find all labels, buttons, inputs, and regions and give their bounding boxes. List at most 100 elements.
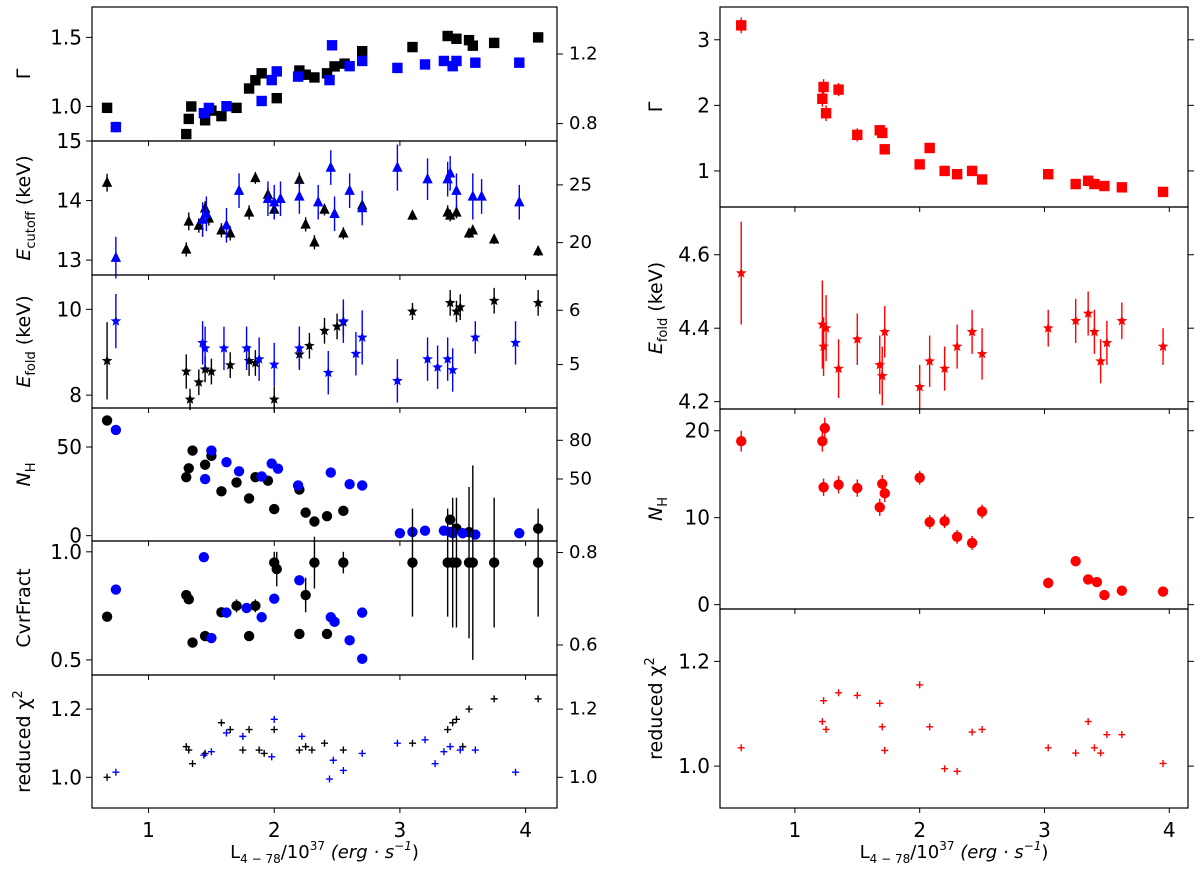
y-tick-label: 1.0	[50, 540, 82, 564]
data-point	[941, 765, 949, 773]
data-point	[344, 478, 355, 490]
data-point	[339, 766, 347, 774]
data-point	[876, 699, 884, 707]
x-axis-label: L4 − 78/1037 (erg · s−1)	[860, 839, 1049, 866]
data-point	[357, 201, 368, 213]
y-axis-label: NH	[645, 497, 671, 521]
data-point	[226, 726, 234, 734]
y-tick-label: 1.2	[50, 697, 82, 721]
data-point	[422, 353, 433, 364]
data-point	[394, 528, 406, 539]
data-point	[324, 74, 335, 86]
data-point	[951, 341, 963, 352]
data-point	[180, 365, 192, 377]
data-point	[185, 746, 193, 754]
data-point	[532, 32, 544, 43]
y2-tick-label: 5	[569, 354, 580, 375]
data-point	[444, 514, 456, 525]
data-point	[331, 320, 343, 331]
data-point	[1044, 744, 1052, 752]
data-point	[319, 203, 330, 214]
data-point	[1043, 577, 1054, 589]
data-point	[1084, 718, 1092, 726]
data-point	[101, 415, 113, 426]
data-point	[294, 575, 305, 586]
series-black	[101, 415, 544, 538]
data-point	[442, 353, 453, 364]
data-point	[392, 62, 403, 74]
data-point	[735, 267, 747, 278]
data-point	[446, 743, 454, 751]
data-point	[357, 653, 368, 665]
data-point	[321, 68, 333, 79]
y-tick-label: 4.2	[678, 390, 710, 414]
data-point	[239, 732, 247, 740]
data-point	[833, 84, 844, 95]
data-point	[431, 760, 439, 768]
data-point	[309, 72, 320, 83]
x-tick-label: 3	[1038, 818, 1051, 842]
series-red	[736, 17, 1169, 198]
data-point	[103, 773, 111, 781]
data-point	[820, 108, 832, 119]
y-tick-label: 4.6	[678, 243, 710, 267]
data-point	[877, 478, 888, 489]
data-point	[512, 768, 520, 776]
data-point	[344, 184, 355, 195]
data-point	[357, 46, 368, 57]
data-point	[1043, 169, 1054, 180]
data-point	[488, 557, 500, 568]
data-point	[966, 537, 978, 549]
y2-tick-label: 25	[569, 174, 592, 195]
data-point	[407, 209, 418, 220]
data-point	[1097, 749, 1105, 757]
data-point	[322, 367, 334, 378]
data-point	[819, 422, 831, 434]
data-point	[338, 505, 349, 517]
panel-3: 8 10 5 6 Efold (keV)	[13, 274, 580, 413]
data-point	[451, 55, 462, 67]
y-axis-label: reduced χ2	[11, 690, 35, 793]
data-point	[110, 584, 122, 595]
x-tick-label: 4	[519, 818, 532, 842]
data-point	[201, 749, 209, 757]
data-point	[978, 725, 986, 733]
data-point	[1157, 186, 1169, 198]
data-point	[878, 723, 886, 731]
data-point	[294, 173, 305, 184]
data-point	[308, 746, 316, 754]
data-point	[269, 593, 280, 604]
data-point	[532, 297, 544, 308]
data-point	[243, 630, 255, 642]
data-point	[101, 176, 113, 187]
data-point	[444, 167, 456, 178]
data-point	[269, 196, 280, 207]
data-point	[877, 127, 888, 139]
series-black	[101, 287, 544, 413]
data-point	[207, 748, 215, 756]
data-point	[329, 61, 340, 72]
data-point	[817, 435, 828, 447]
data-point	[206, 365, 217, 377]
series-red	[737, 681, 1167, 775]
data-point	[338, 557, 349, 568]
data-point	[357, 480, 368, 491]
data-point	[488, 37, 500, 49]
data-point	[197, 213, 208, 224]
x-tick-label: 2	[913, 818, 926, 842]
data-point	[350, 348, 362, 359]
panel-10: 1.0 1.2 1 2 3 4 L4 − 78/1037 (erg · s−1) reduce…	[643, 608, 1194, 866]
y-tick-label: 1.5	[50, 25, 82, 49]
data-point	[1116, 315, 1128, 326]
data-point	[271, 66, 282, 77]
data-point	[294, 190, 305, 201]
data-point	[181, 243, 192, 254]
y-axis-label: CvrFract	[13, 568, 35, 647]
data-point	[329, 207, 340, 218]
data-point	[186, 101, 197, 112]
data-point	[449, 719, 457, 727]
series-blue	[110, 144, 525, 279]
y-axis-label: Efold (keV)	[13, 295, 39, 387]
data-point	[268, 753, 276, 761]
data-point	[256, 471, 267, 482]
